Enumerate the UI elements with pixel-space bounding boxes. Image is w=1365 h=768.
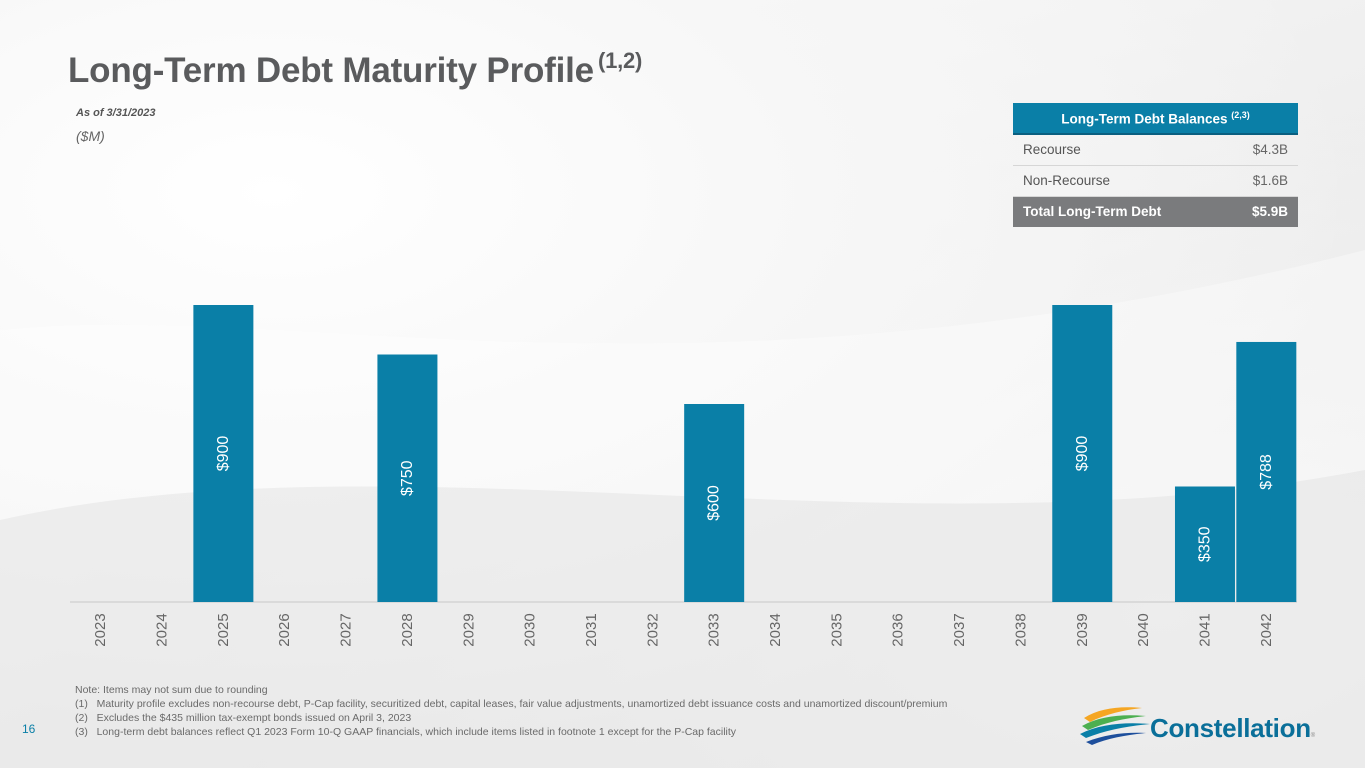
- footnote-line: (2) Excludes the $435 million tax-exempt…: [75, 712, 412, 724]
- bar-2042: [1236, 341, 1297, 602]
- debt-row-value: $4.3B: [1252, 142, 1288, 158]
- x-tick-label-2039: 2039: [1074, 613, 1091, 646]
- x-tick-label-2023: 2023: [92, 613, 109, 646]
- bar-2041: [1174, 486, 1235, 602]
- debt-table-row-non-recourse: Non-Recourse $1.6B: [1013, 165, 1298, 196]
- x-tick-label-2031: 2031: [583, 613, 600, 646]
- data-label-2033: $600: [706, 485, 723, 521]
- data-label-2042: $788: [1258, 454, 1275, 490]
- data-label-2025: $900: [215, 436, 232, 472]
- debt-table-row-recourse: Recourse $4.3B: [1013, 134, 1298, 165]
- page-title-text: Long-Term Debt Maturity Profile: [68, 51, 594, 90]
- x-tick-label-2042: 2042: [1258, 613, 1275, 646]
- data-label-2039: $900: [1074, 436, 1091, 472]
- bar-2028: [377, 354, 438, 602]
- footnote-line: (1) Maturity profile excludes non-recour…: [75, 698, 948, 710]
- x-tick-label-2035: 2035: [828, 613, 845, 646]
- footnote-line: (3) Long-term debt balances reflect Q1 2…: [75, 726, 737, 738]
- debt-table-header: Long-Term Debt Balances (2,3): [1013, 103, 1298, 134]
- x-tick-label-2037: 2037: [951, 613, 968, 646]
- x-tick-label-2028: 2028: [399, 613, 416, 646]
- units-label: ($M): [76, 128, 105, 144]
- x-tick-label-2024: 2024: [154, 613, 171, 646]
- bar-2039: [1052, 305, 1113, 602]
- debt-total-label: Total Long-Term Debt: [1023, 204, 1162, 220]
- debt-table-row-total: Total Long-Term Debt $5.9B: [1013, 196, 1298, 227]
- bar-2025: [193, 305, 254, 602]
- x-tick-label-2030: 2030: [522, 613, 539, 646]
- data-label-2041: $350: [1196, 526, 1213, 562]
- x-tick-label-2034: 2034: [767, 613, 784, 646]
- footnotes: Note: Items may not sum due to rounding …: [75, 683, 947, 739]
- debt-row-label: Recourse: [1023, 142, 1081, 158]
- debt-row-value: $1.6B: [1252, 173, 1288, 188]
- x-tick-label-2026: 2026: [276, 613, 293, 646]
- page-title-footnote-ref: (1,2): [597, 48, 643, 73]
- footnote-line: Note: Items may not sum due to rounding: [75, 684, 268, 696]
- x-tick-label-2036: 2036: [890, 613, 907, 646]
- debt-total-value: $5.9B: [1251, 204, 1288, 220]
- x-tick-label-2029: 2029: [460, 613, 477, 646]
- debt-balances-table: Long-Term Debt Balances (2,3) Recourse $…: [1013, 103, 1298, 227]
- page-number: 16: [22, 722, 36, 736]
- x-tick-label-2041: 2041: [1196, 613, 1213, 646]
- constellation-logo-mark: [1080, 707, 1150, 745]
- x-tick-label-2032: 2032: [644, 613, 661, 646]
- page-title: Long-Term Debt Maturity Profile (1,2): [68, 48, 642, 91]
- data-label-2028: $750: [399, 460, 416, 496]
- debt-table-header-cell: Long-Term Debt Balances (2,3): [1013, 103, 1298, 134]
- logo-name: Constellation: [1150, 713, 1311, 743]
- registered-mark: ®: [1310, 733, 1315, 739]
- bar-2033: [684, 404, 745, 602]
- x-tick-label-2038: 2038: [1012, 613, 1029, 646]
- x-tick-label-2027: 2027: [338, 613, 355, 646]
- x-tick-label-2033: 2033: [706, 613, 723, 646]
- as-of-date: As of 3/31/2023: [76, 107, 156, 119]
- x-tick-label-2040: 2040: [1135, 613, 1152, 646]
- debt-table-header-text: Long-Term Debt Balances: [1061, 111, 1228, 127]
- debt-row-label: Non-Recourse: [1023, 173, 1111, 188]
- x-tick-label-2025: 2025: [215, 613, 232, 646]
- debt-table-header-footnote-ref: (2,3): [1231, 109, 1250, 120]
- constellation-logo-text: Constellation®: [1150, 713, 1315, 744]
